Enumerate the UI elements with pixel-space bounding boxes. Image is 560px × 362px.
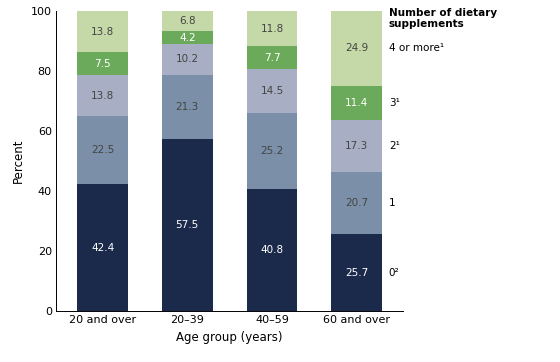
Text: 25.2: 25.2 xyxy=(260,146,283,156)
Bar xyxy=(77,11,128,52)
Bar xyxy=(162,75,213,139)
Bar xyxy=(77,52,128,75)
Text: 20.7: 20.7 xyxy=(345,198,368,208)
Text: 40.8: 40.8 xyxy=(260,245,283,255)
Bar xyxy=(246,189,297,311)
Bar xyxy=(162,31,213,44)
Bar xyxy=(331,120,382,172)
Text: 7.5: 7.5 xyxy=(94,59,111,68)
Bar xyxy=(162,11,213,31)
Bar xyxy=(331,11,382,86)
Bar xyxy=(77,184,128,311)
Bar xyxy=(331,172,382,234)
Text: 2¹: 2¹ xyxy=(389,141,400,151)
Text: 6.8: 6.8 xyxy=(179,16,195,26)
Bar xyxy=(77,75,128,116)
Text: 3¹: 3¹ xyxy=(389,98,400,108)
Text: 0²: 0² xyxy=(389,268,399,278)
Text: 4.2: 4.2 xyxy=(179,33,195,43)
Bar xyxy=(246,113,297,189)
Text: 22.5: 22.5 xyxy=(91,145,114,155)
Text: 11.4: 11.4 xyxy=(345,98,368,108)
Text: 1: 1 xyxy=(389,198,395,208)
Text: 11.8: 11.8 xyxy=(260,24,283,34)
Text: 24.9: 24.9 xyxy=(345,43,368,53)
Text: 42.4: 42.4 xyxy=(91,243,114,253)
Text: 13.8: 13.8 xyxy=(91,26,114,37)
Bar xyxy=(246,70,297,113)
Y-axis label: Percent: Percent xyxy=(12,139,25,183)
Bar xyxy=(331,86,382,120)
Text: 4 or more¹: 4 or more¹ xyxy=(389,43,444,53)
Text: 25.7: 25.7 xyxy=(345,268,368,278)
Text: 10.2: 10.2 xyxy=(176,54,199,64)
X-axis label: Age group (years): Age group (years) xyxy=(176,331,283,344)
Bar xyxy=(77,116,128,184)
Bar xyxy=(246,46,297,70)
Text: 17.3: 17.3 xyxy=(345,141,368,151)
Bar xyxy=(331,234,382,311)
Text: 57.5: 57.5 xyxy=(176,220,199,230)
Text: 21.3: 21.3 xyxy=(176,102,199,111)
Text: 14.5: 14.5 xyxy=(260,86,283,96)
Bar xyxy=(162,44,213,75)
Text: Number of dietary
supplements: Number of dietary supplements xyxy=(389,8,497,29)
Bar xyxy=(246,11,297,46)
Bar xyxy=(162,139,213,311)
Text: 13.8: 13.8 xyxy=(91,90,114,101)
Text: 7.7: 7.7 xyxy=(264,53,280,63)
